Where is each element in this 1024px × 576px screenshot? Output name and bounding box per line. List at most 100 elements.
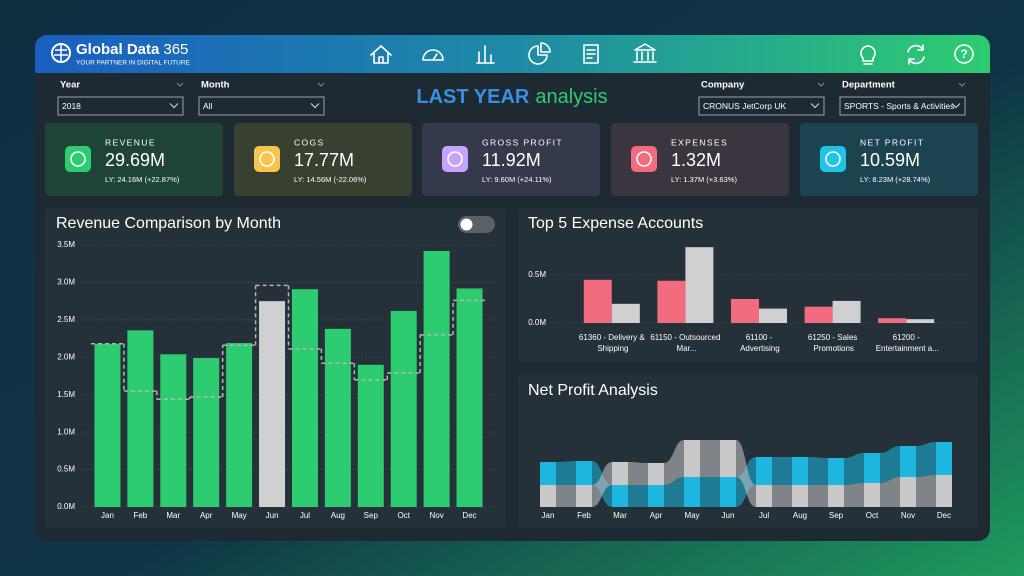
ribbon-bar bbox=[648, 485, 664, 507]
dropdown-value: All bbox=[203, 101, 213, 111]
x-tick-label: Feb bbox=[133, 511, 147, 520]
dropdown-value: SPORTS - Sports & Activities bbox=[844, 101, 954, 111]
x-tick-label: Apr bbox=[650, 511, 663, 520]
logo bbox=[51, 43, 71, 63]
chart-title: Top 5 Expense Accounts bbox=[528, 215, 703, 232]
x-tick-label: Jan bbox=[542, 511, 555, 520]
ribbon bbox=[556, 485, 576, 507]
kpi-card bbox=[422, 123, 600, 196]
ribbon bbox=[772, 457, 792, 485]
ribbon-bar bbox=[792, 457, 808, 485]
y-tick-label: 2.5M bbox=[57, 315, 75, 324]
x-tick-label: Mar bbox=[166, 511, 180, 520]
x-tick-label: 61100 - Advertising bbox=[738, 333, 779, 353]
ribbon-bar bbox=[576, 461, 592, 485]
filter-label: Year bbox=[60, 80, 80, 91]
kpi-ly: LY: 1.37M (+3.63%) bbox=[671, 175, 737, 184]
filter-dropdown[interactable]: All bbox=[198, 96, 325, 116]
x-tick-label: Jul bbox=[759, 511, 769, 520]
y-tick-label: 1.5M bbox=[57, 390, 75, 399]
x-tick-label: Apr bbox=[200, 511, 213, 520]
kpi-value: 1.32M bbox=[671, 150, 721, 170]
tagline: YOUR PARTNER IN DIGITAL FUTURE bbox=[76, 60, 191, 67]
dropdown-chevron bbox=[951, 103, 961, 109]
bar bbox=[804, 306, 833, 323]
ribbon-bar bbox=[936, 475, 952, 507]
bar bbox=[259, 301, 286, 507]
kpi-ly: LY: 14.56M (-22.06%) bbox=[294, 175, 367, 184]
kpi-ly: LY: 9.60M (+24.11%) bbox=[482, 175, 552, 184]
ribbon bbox=[664, 477, 684, 507]
kpi-icon bbox=[254, 146, 280, 172]
kpi-label: COGS bbox=[294, 137, 325, 147]
nav-gauge[interactable] bbox=[422, 49, 444, 61]
x-tick-label: Sep bbox=[364, 511, 379, 520]
brand-name: Global Data bbox=[76, 41, 160, 58]
nav-report[interactable] bbox=[583, 44, 599, 64]
ribbon-bar bbox=[756, 485, 772, 507]
filter-dropdown[interactable]: 2018 bbox=[57, 96, 184, 116]
y-tick-label: 1.0M bbox=[57, 427, 75, 436]
dropdown-chevron bbox=[310, 103, 320, 109]
x-tick-label: 61200 - Entertainment a... bbox=[874, 333, 939, 353]
bar bbox=[731, 299, 759, 323]
y-tick-label: 2.0M bbox=[57, 352, 75, 361]
ribbon bbox=[700, 440, 720, 477]
bar bbox=[193, 358, 220, 507]
x-tick-label: Jan bbox=[101, 511, 114, 520]
ribbon bbox=[772, 485, 792, 507]
x-tick-label: 61250 - Sales Promotions bbox=[808, 333, 857, 353]
kpi-icon bbox=[820, 146, 846, 172]
page-title: LAST YEAR analysis bbox=[416, 86, 607, 108]
lightbulb-button[interactable] bbox=[860, 45, 876, 65]
ribbon bbox=[736, 440, 756, 507]
kpi-icon-glyph bbox=[259, 151, 275, 167]
kpi-value: 11.92M bbox=[482, 150, 541, 170]
x-tick-label: Jun bbox=[722, 511, 735, 520]
dropdown-chevron bbox=[169, 103, 179, 109]
x-tick-label: Jul bbox=[300, 511, 310, 520]
nav-bars[interactable] bbox=[476, 45, 495, 64]
x-tick-label: 61360 - Delivery & Shipping bbox=[579, 333, 645, 353]
bar bbox=[94, 343, 121, 507]
refresh-button[interactable] bbox=[907, 44, 925, 65]
y-tick-label: 3.5M bbox=[57, 240, 75, 249]
dropdown-box bbox=[698, 96, 825, 116]
kpi-ly: LY: 24.16M (+22.87%) bbox=[105, 175, 180, 184]
dropdown-chevron bbox=[810, 103, 820, 109]
filter-dropdown[interactable]: CRONUS JetCorp UK bbox=[698, 96, 825, 116]
x-tick-label: Oct bbox=[866, 511, 879, 520]
kpi-card bbox=[45, 123, 223, 196]
help-button[interactable]: ? bbox=[954, 44, 974, 64]
nav-pie[interactable] bbox=[528, 42, 551, 65]
filter-label-chevron bbox=[958, 82, 966, 87]
y-tick-label: 0.0M bbox=[528, 318, 546, 327]
brand: Global Data 365 bbox=[76, 41, 188, 58]
bar bbox=[423, 250, 450, 507]
kpi-card bbox=[611, 123, 789, 196]
bar bbox=[657, 280, 686, 323]
dropdown-box bbox=[57, 96, 184, 116]
x-tick-label: Feb bbox=[577, 511, 591, 520]
ribbon-bar bbox=[540, 485, 556, 507]
ribbon-bar bbox=[792, 485, 808, 507]
y-tick-label: 0.0M bbox=[57, 502, 75, 511]
ribbon-bar bbox=[864, 483, 880, 507]
header-bar bbox=[35, 35, 990, 73]
ribbon-bar bbox=[648, 463, 664, 485]
ribbon-bar bbox=[612, 485, 628, 507]
bar bbox=[878, 318, 907, 323]
toggle-switch[interactable] bbox=[458, 216, 495, 233]
bar bbox=[291, 289, 318, 507]
filter-dropdown[interactable]: SPORTS - Sports & Activities bbox=[839, 96, 966, 116]
x-tick-label: May bbox=[684, 511, 699, 520]
ribbon-bar bbox=[864, 453, 880, 483]
kpi-icon-glyph bbox=[636, 151, 652, 167]
nav-bank[interactable] bbox=[633, 43, 657, 63]
ribbon-bar bbox=[936, 442, 952, 475]
ribbon-bar bbox=[900, 446, 916, 477]
nav-home[interactable] bbox=[370, 45, 392, 64]
page-title-highlight: LAST YEAR bbox=[416, 86, 530, 108]
ribbon-bar bbox=[612, 462, 628, 485]
x-tick-label: Jun bbox=[266, 511, 279, 520]
